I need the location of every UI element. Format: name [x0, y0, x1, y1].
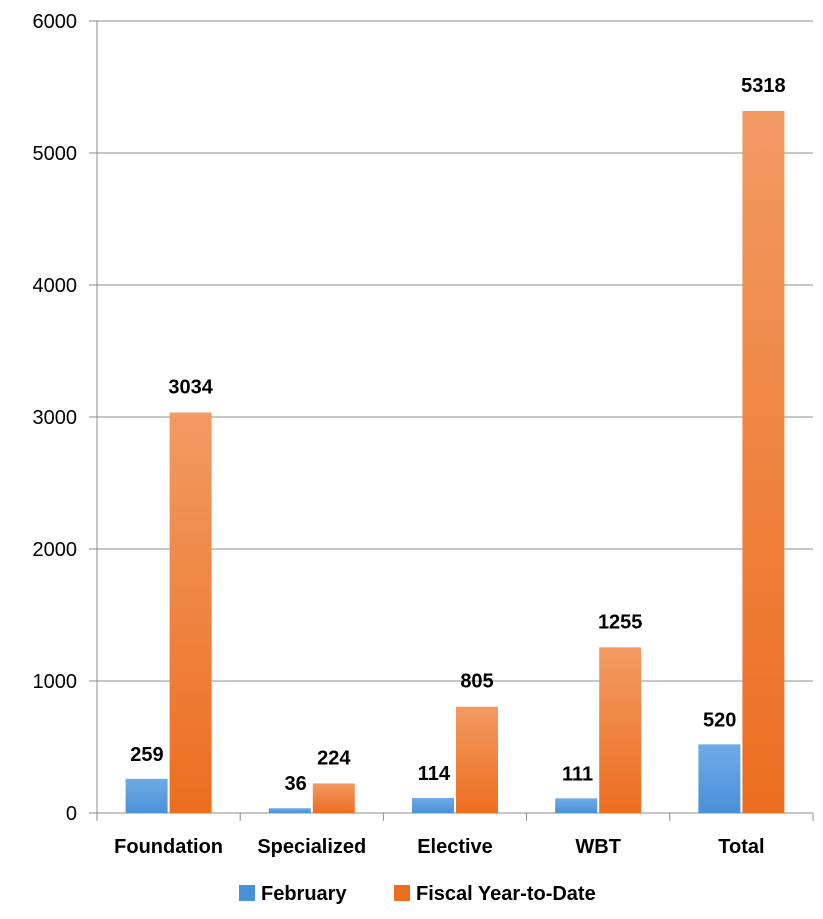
bar-fiscal-ytd [456, 706, 498, 813]
y-tick-label: 6000 [33, 11, 78, 33]
data-labels: 259 3034 36 224 114 805 111 1255 520 5318 [130, 75, 785, 795]
data-label: 5318 [741, 75, 786, 97]
x-tick-label: Elective [417, 836, 493, 858]
data-label: 520 [703, 709, 736, 731]
y-tick-label: 4000 [33, 275, 78, 297]
bar-february [698, 744, 741, 813]
data-label: 3034 [168, 377, 213, 399]
x-tick-label: Total [718, 836, 764, 858]
x-tick-label: Specialized [257, 836, 366, 858]
bar-february [268, 808, 311, 813]
y-tick-label: 1000 [33, 671, 78, 693]
legend-swatch [394, 885, 410, 901]
bar-fiscal-ytd [742, 111, 785, 814]
data-label: 114 [418, 763, 451, 785]
bar-february [555, 798, 598, 813]
bar-fiscal-ytd [312, 783, 355, 813]
legend-label: Fiscal Year-to-Date [416, 883, 596, 905]
data-label: 1255 [598, 611, 643, 633]
data-label: 259 [130, 744, 163, 766]
x-tick-label: Foundation [114, 836, 223, 858]
x-tick-label: WBT [575, 836, 621, 858]
data-label: 111 [562, 763, 593, 785]
legend-swatch [239, 885, 255, 901]
data-label: 224 [317, 747, 351, 769]
bar-february [412, 797, 454, 813]
data-label: 36 [285, 773, 307, 795]
legend-label: February [261, 883, 347, 905]
axes: 0 1000 2000 3000 4000 5000 6000 Foundation Speci… [33, 11, 814, 858]
bar-fiscal-ytd [599, 647, 642, 813]
data-label: 805 [460, 671, 493, 693]
y-tick-label: 5000 [33, 143, 78, 165]
bar-fiscal-ytd [169, 412, 212, 813]
bars [125, 111, 785, 814]
legend: February Fiscal Year-to-Date [239, 883, 596, 905]
y-tick-label: 3000 [33, 407, 78, 429]
gridlines [97, 20, 813, 682]
bar-february [125, 778, 168, 813]
y-tick-label: 2000 [33, 539, 78, 561]
y-tick-label: 0 [66, 803, 77, 825]
